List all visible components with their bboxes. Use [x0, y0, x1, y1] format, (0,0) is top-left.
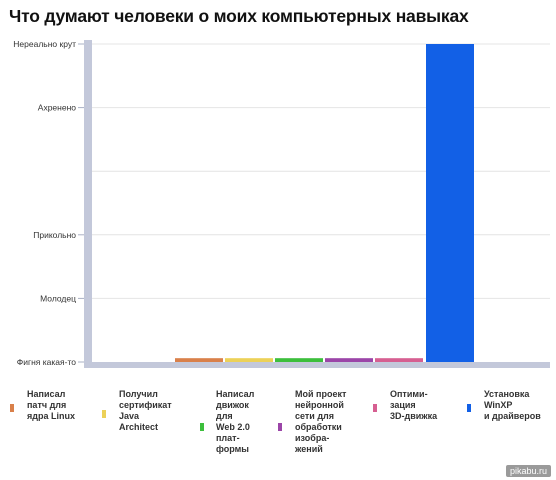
bar	[175, 358, 223, 362]
y-axis-bar	[84, 40, 92, 368]
legend-swatch	[373, 404, 377, 412]
bars	[175, 44, 474, 362]
bar	[325, 358, 373, 362]
y-tick-label: Нереально крут	[13, 39, 76, 49]
legend-swatch	[467, 404, 471, 412]
bar	[375, 358, 423, 362]
legend-label: Написал движок для Web 2.0 плат- формы	[216, 389, 255, 454]
legend-swatch	[278, 423, 282, 431]
y-tick-label: Ахренено	[38, 103, 76, 113]
y-axis: Фигня какая-то Молодец Прикольно Ахренено Не…	[13, 39, 550, 368]
legend-swatch	[102, 410, 106, 418]
bar	[225, 358, 273, 362]
y-tick-label: Прикольно	[33, 230, 76, 240]
chart-title: Что думают человеки о моих компьютерных …	[9, 6, 469, 26]
watermark: pikabu.ru	[505, 465, 551, 477]
legend-label: Получил сертификат Java Architect	[119, 389, 172, 432]
bar	[275, 358, 323, 362]
legend-label: Оптими- зация 3D-движка	[390, 389, 438, 421]
legend-swatch	[200, 423, 204, 431]
y-tick-label: Молодец	[40, 293, 76, 303]
x-axis-baseline	[84, 362, 550, 368]
legend-swatch	[10, 404, 14, 412]
legend-label: Написал патч для ядра Linux	[27, 389, 75, 421]
bar	[426, 44, 474, 362]
legend-label: Установка WinXP и драйверов	[484, 389, 541, 421]
legend-label: Мой проект нейронной сети для обработки …	[295, 389, 347, 454]
y-tick-label: Фигня какая-то	[17, 357, 76, 367]
grid-lines	[92, 43, 550, 299]
